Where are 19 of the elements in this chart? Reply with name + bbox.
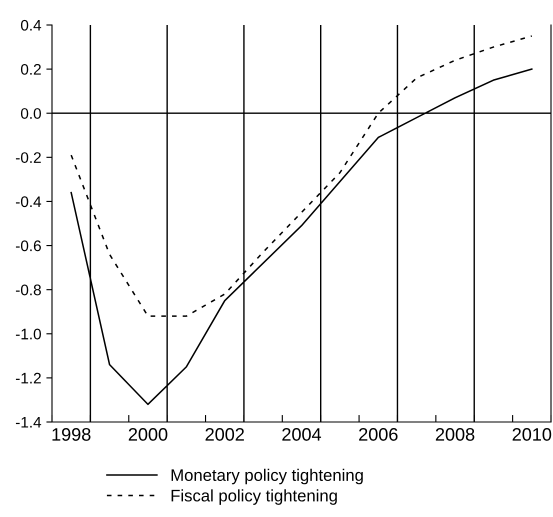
y-tick-label: -1.0 [16,328,41,340]
y-tick-label: -0.2 [16,152,41,164]
y-tick-label: 0.4 [20,20,42,31]
y-tick-label: -0.6 [16,240,41,252]
y-tick-label: 0.0 [20,108,41,119]
x-tick-label: 2008 [436,428,474,441]
y-tick-label: -1.2 [16,372,41,384]
x-tick-label: 2000 [128,428,168,441]
legend-label: Monetary policy tightening [172,468,363,484]
y-tick-label: -1.4 [16,417,42,428]
x-tick-label: 2002 [206,428,244,441]
x-tick-label: 2006 [359,428,398,441]
y-tick-label: -0.8 [16,284,41,296]
x-tick-label: 1998 [52,428,90,441]
legend-label: Fiscal policy tightening [172,489,337,505]
x-tick-label: 2004 [282,428,322,441]
x-tick-label: 2010 [512,428,552,441]
y-tick-label: 0.2 [20,64,41,75]
y-tick-label: -0.4 [16,196,42,208]
